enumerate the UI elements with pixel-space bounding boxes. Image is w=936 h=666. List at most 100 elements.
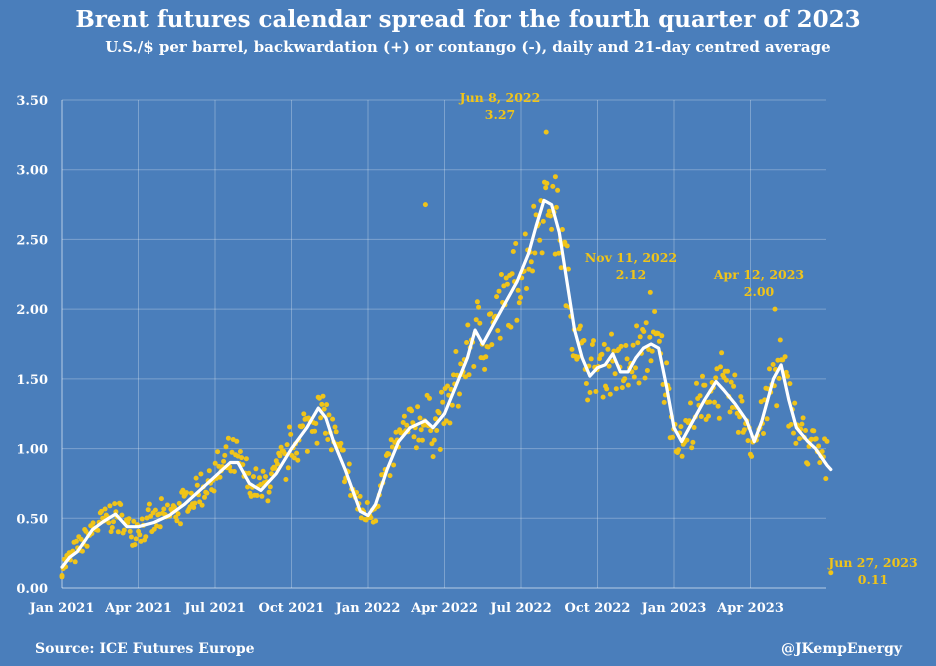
- daily-point: [364, 500, 370, 505]
- daily-point: [606, 363, 612, 369]
- daily-point: [700, 373, 705, 379]
- daily-point: [605, 346, 611, 352]
- annotation-date: Apr 12, 2023: [713, 267, 804, 282]
- daily-point: [225, 435, 231, 441]
- daily-point: [648, 358, 654, 364]
- daily-point: [688, 400, 693, 406]
- daily-point: [539, 250, 545, 256]
- daily-point: [649, 348, 655, 354]
- daily-point: [550, 183, 556, 189]
- daily-point: [119, 512, 125, 518]
- daily-point: [686, 418, 692, 424]
- daily-point: [629, 369, 635, 375]
- daily-point: [702, 382, 708, 388]
- daily-point: [655, 331, 661, 336]
- daily-point: [215, 449, 221, 455]
- daily-point: [243, 456, 249, 462]
- daily-point: [439, 389, 444, 395]
- daily-point: [152, 507, 158, 513]
- daily-point: [318, 415, 324, 421]
- daily-point: [304, 448, 310, 454]
- daily-point: [824, 438, 830, 444]
- daily-point: [613, 386, 619, 392]
- daily-point: [453, 349, 459, 354]
- daily-point: [326, 412, 332, 418]
- daily-point: [776, 375, 782, 381]
- daily-point: [314, 440, 320, 446]
- x-tick-label: Apr 2023: [716, 601, 784, 616]
- daily-point: [128, 534, 134, 540]
- x-tick-label: Apr 2021: [104, 601, 172, 616]
- daily-point: [216, 463, 222, 469]
- daily-point: [231, 469, 237, 474]
- daily-point-peak: [543, 129, 549, 135]
- daily-point: [415, 404, 421, 410]
- daily-point: [400, 420, 406, 425]
- daily-point: [607, 391, 613, 397]
- daily-point: [254, 493, 260, 498]
- daily-point: [387, 473, 393, 479]
- daily-point: [583, 381, 589, 386]
- daily-point: [223, 444, 229, 450]
- daily-point: [691, 425, 697, 430]
- daily-point: [587, 390, 593, 395]
- daily-point: [636, 380, 642, 386]
- daily-point: [609, 331, 614, 337]
- daily-point: [793, 440, 799, 446]
- daily-point: [503, 275, 509, 281]
- daily-point: [437, 447, 443, 452]
- chart-title: Brent futures calendar spread for the fo…: [75, 6, 861, 33]
- daily-point: [783, 369, 789, 375]
- daily-point: [102, 506, 108, 512]
- daily-point-peak: [552, 174, 558, 180]
- daily-point: [817, 460, 823, 466]
- daily-point: [295, 457, 301, 463]
- daily-point: [278, 444, 284, 450]
- daily-point: [320, 393, 326, 399]
- daily-point: [600, 394, 606, 400]
- daily-point: [222, 452, 228, 458]
- daily-point: [698, 414, 704, 419]
- daily-point: [619, 385, 625, 391]
- daily-point: [604, 386, 610, 392]
- daily-point: [404, 422, 410, 428]
- daily-point: [476, 304, 482, 310]
- daily-point-peak: [59, 573, 65, 578]
- daily-point: [690, 439, 696, 445]
- daily-point: [449, 402, 455, 408]
- daily-point: [589, 342, 595, 347]
- x-tick-label: Jan 2023: [641, 601, 707, 616]
- daily-point: [510, 249, 516, 254]
- daily-point: [386, 451, 392, 457]
- daily-point: [301, 411, 307, 417]
- daily-point: [287, 424, 292, 430]
- daily-point: [338, 440, 344, 446]
- daily-point: [191, 505, 197, 510]
- daily-point: [622, 376, 628, 382]
- daily-point: [259, 493, 265, 499]
- daily-point: [524, 286, 529, 291]
- x-tick-label: Apr 2022: [410, 601, 478, 616]
- daily-point: [457, 391, 462, 397]
- daily-point: [797, 436, 802, 442]
- footer-handle: @JKempEnergy: [780, 641, 902, 657]
- y-tick-label: 0.00: [16, 582, 48, 597]
- daily-point: [735, 429, 741, 435]
- annotation-value: 0.11: [858, 572, 888, 587]
- daily-point: [325, 437, 331, 442]
- daily-point: [745, 438, 751, 444]
- daily-point: [528, 259, 534, 265]
- daily-point: [532, 250, 538, 256]
- x-tick-label: Jan 2021: [29, 601, 95, 616]
- daily-point: [549, 226, 555, 232]
- daily-point: [533, 212, 539, 218]
- daily-point: [294, 450, 300, 456]
- daily-point: [176, 500, 182, 506]
- annotation-date: Jun 8, 2022: [459, 90, 541, 105]
- daily-point: [656, 338, 662, 344]
- daily-point: [112, 501, 118, 507]
- daily-point: [791, 430, 796, 436]
- daily-point: [324, 402, 330, 408]
- daily-point: [678, 424, 684, 430]
